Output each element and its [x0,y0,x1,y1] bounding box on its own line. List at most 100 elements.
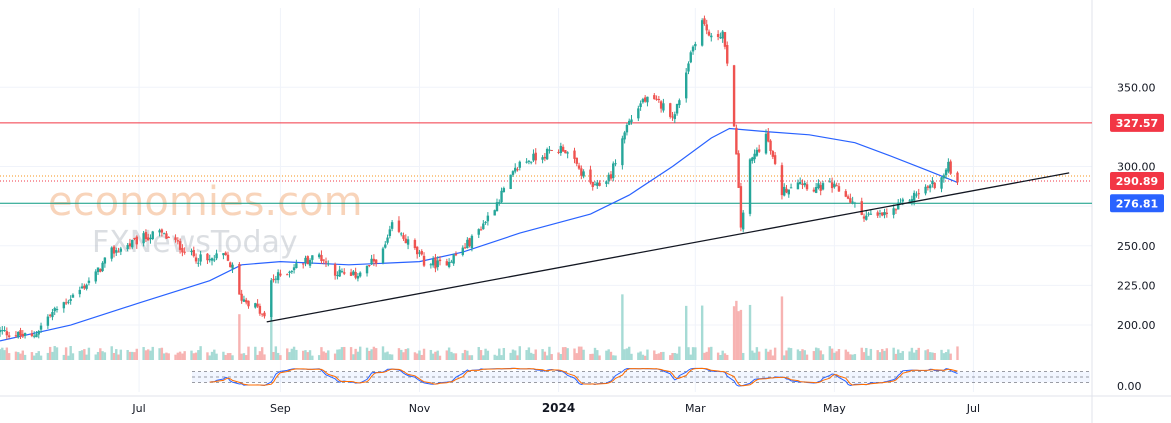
price-badges: 327.57 290.89 276.81 [1110,113,1164,213]
volume-bar [178,351,182,360]
time-tick-label: May [823,402,846,415]
volume-bar [420,354,423,360]
candle [748,159,752,214]
volume-bar [215,353,218,360]
volume-bar [662,351,665,360]
candle [263,312,266,317]
volume-bar [23,354,27,360]
volume-bar [867,355,870,360]
candle [846,196,850,199]
volume-bar [646,349,649,360]
volume-bar [274,346,278,360]
mid-level-badge [1110,171,1164,190]
volume-bar [514,350,517,360]
candle [46,316,50,326]
candle [878,213,882,215]
candle [5,331,9,336]
candle [183,251,186,253]
volume-bar [256,354,259,360]
volume-bar [386,351,389,360]
candle [23,333,27,336]
volume-bar [516,355,519,360]
volume-bar [343,346,346,360]
volume-bar [612,355,615,360]
candle [178,241,182,250]
volume-bars [0,294,959,360]
candle [789,187,793,189]
candle [415,246,419,255]
volume-bar [80,350,84,360]
time-tick-label: Jul [131,402,145,415]
resistance-badge-label: 327.57 [1116,117,1158,130]
candle [197,262,200,264]
candle [151,231,154,240]
volume-bar [726,354,729,360]
candle [525,161,528,163]
volume-bar [657,353,661,360]
candle [119,248,123,252]
volume-bar [370,349,373,360]
candle [418,252,421,254]
candle [732,65,736,127]
candle [311,255,314,260]
candle [338,269,341,277]
candle [593,184,597,186]
candle [860,201,863,215]
volume-bar [685,305,688,360]
volume-bar [356,351,360,360]
candle [110,247,113,259]
candle [71,294,75,298]
candle [406,239,410,245]
candle [131,239,134,248]
time-tick-label: 2024 [542,401,575,415]
candle [687,63,690,72]
volume-bar [707,347,711,360]
volume-bar [112,352,116,360]
volume-bar [908,351,911,360]
time-axis[interactable]: Jul Sep Nov 2024 Mar May Jul [131,401,980,415]
volume-bar [336,349,339,360]
candle [851,201,854,203]
candle [290,271,294,273]
volume-bar [860,347,863,360]
candle [646,96,649,103]
volume-bar [947,349,950,360]
volume-bar [623,349,626,360]
candle [876,212,879,216]
volume-bar [64,347,68,360]
volume-bar [917,347,920,360]
volume-bar [276,352,280,360]
volume-bar [700,305,704,360]
candle [694,43,697,47]
candle [534,152,537,161]
candle [625,124,629,133]
candle [933,182,936,188]
candle [400,233,403,235]
candle [659,101,663,109]
candle [272,278,275,281]
candle [3,330,6,332]
volume-bar [286,348,289,360]
trendline[interactable] [266,172,1070,323]
candle [741,212,745,230]
volume-bar [183,351,186,360]
candle [500,190,503,203]
volume-bar [593,347,597,360]
candle [653,95,656,100]
candle [869,213,873,215]
candle [190,250,193,253]
volume-bar [582,349,585,360]
volume-bar [142,347,145,360]
candle [149,237,152,240]
volume-bar [931,352,934,360]
volume-bar [302,350,305,360]
candle [817,183,820,189]
candle [167,237,170,239]
volume-bar [415,353,419,360]
candle [662,103,665,111]
volume-bar [719,354,722,360]
candle [372,258,376,262]
volume-bar [388,354,392,360]
